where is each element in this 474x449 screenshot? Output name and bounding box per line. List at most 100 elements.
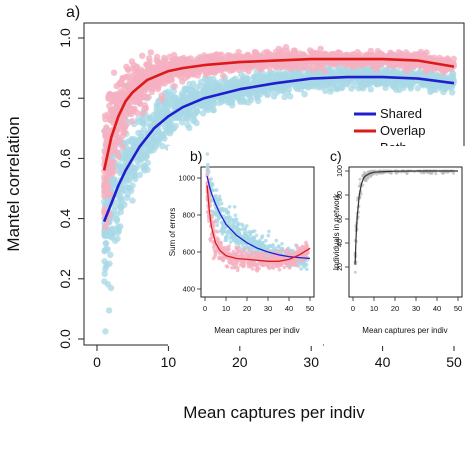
- scatter-point-overlap: [230, 266, 234, 270]
- scatter-point-overlap: [149, 78, 156, 85]
- scatter-point-shared: [154, 114, 162, 121]
- scatter-point-shared: [161, 123, 169, 131]
- scatter-point-overlap: [143, 61, 151, 69]
- scatter-point-shared: [114, 223, 122, 230]
- scatter-point-shared: [111, 207, 118, 214]
- scatter-point-shared: [221, 209, 226, 213]
- scatter-point-shared: [284, 89, 291, 96]
- scatter-point-shared: [338, 84, 345, 91]
- scatter-point-shared: [305, 81, 312, 89]
- scatter-point-shared: [227, 220, 232, 225]
- panel-b-frame: [200, 166, 315, 298]
- scatter-point-overlap: [132, 98, 140, 106]
- scatter-point-shared: [216, 198, 221, 202]
- scatter-point-overlap: [139, 52, 146, 59]
- scatter-point-overlap: [116, 81, 123, 88]
- scatter-point-overlap: [108, 113, 115, 120]
- scatter-point-shared: [234, 225, 239, 230]
- scatter-point-overlap: [235, 253, 239, 258]
- x-tick-label: 50: [446, 354, 462, 370]
- scatter-point-overlap: [272, 48, 280, 55]
- scatter-point-overlap: [177, 69, 185, 76]
- scatter-point-overlap: [406, 64, 413, 71]
- scatter-point-overlap: [110, 69, 118, 76]
- scatter-point-shared: [224, 99, 232, 106]
- scatter-point-overlap: [136, 75, 143, 82]
- scatter-point-shared: [146, 114, 153, 121]
- scatter-point-overlap: [266, 64, 273, 72]
- scatter-point-shared: [254, 94, 261, 102]
- scatter-point-overlap: [124, 66, 132, 73]
- scatter-point-shared: [232, 205, 237, 209]
- scatter-point-shared: [299, 267, 304, 271]
- scatter-point-overlap: [171, 62, 178, 69]
- scatter-point-overlap: [285, 247, 289, 252]
- scatter-point-overlap: [242, 246, 247, 251]
- scatter-point-shared: [276, 244, 281, 248]
- series-line-overlap: [102, 57, 455, 171]
- scatter-point-overlap: [203, 70, 210, 77]
- scatter-point-shared: [449, 70, 457, 78]
- panel-a-label: a): [66, 4, 80, 21]
- scatter-point-shared: [164, 88, 172, 95]
- scatter-point-overlap: [317, 45, 324, 52]
- scatter-point-overlap: [313, 64, 320, 71]
- scatter-point-shared: [243, 227, 247, 232]
- scatter-point-overlap: [122, 122, 130, 129]
- scatter-point-overlap: [236, 265, 240, 270]
- scatter-point-both: [358, 177, 362, 181]
- panel-a-y-axis-label: Mantel correlation: [4, 116, 23, 251]
- scatter-point-shared: [409, 70, 416, 77]
- scatter-point-shared: [391, 84, 398, 91]
- scatter-point-overlap: [103, 175, 111, 182]
- scatter-point-overlap: [128, 110, 135, 118]
- scatter-point-shared: [126, 185, 134, 192]
- scatter-point-shared: [205, 165, 209, 169]
- scatter-point-shared: [449, 89, 456, 96]
- scatter-point-shared: [240, 227, 245, 232]
- scatter-point-overlap: [101, 208, 108, 215]
- scatter-point-shared: [264, 91, 271, 98]
- scatter-point-shared: [170, 87, 177, 95]
- scatter-point-shared: [234, 217, 239, 221]
- scatter-point-overlap: [390, 62, 397, 70]
- scatter-point-shared: [268, 70, 275, 77]
- scatter-point-overlap: [166, 62, 173, 70]
- scatter-point-shared: [231, 235, 236, 240]
- scatter-point-shared: [158, 107, 166, 114]
- scatter-point-shared: [233, 213, 238, 218]
- scatter-point-shared: [136, 171, 143, 179]
- y-tick-label: 0.8: [57, 88, 73, 108]
- scatter-point-shared: [392, 69, 399, 76]
- scatter-point-shared: [243, 234, 247, 239]
- scatter-point-overlap: [214, 251, 218, 255]
- scatter-point-shared: [129, 164, 137, 172]
- scatter-point-shared: [117, 208, 124, 216]
- scatter-point-shared: [101, 270, 108, 277]
- scatter-point-overlap: [207, 53, 215, 60]
- scatter-point-overlap: [139, 68, 146, 75]
- x-tick-label: 30: [303, 354, 319, 370]
- scatter-point-shared: [218, 78, 225, 85]
- scatter-point-overlap: [206, 168, 210, 172]
- scatter-point-overlap: [131, 67, 139, 74]
- panel-b-x-axis-label: Mean captures per indiv: [214, 326, 299, 335]
- scatter-point-shared: [267, 229, 271, 234]
- scatter-point-overlap: [222, 256, 227, 260]
- scatter-point-shared: [211, 210, 216, 215]
- scatter-point-shared: [107, 284, 115, 292]
- scatter-point-overlap: [292, 263, 297, 267]
- scatter-point-shared: [240, 222, 244, 227]
- scatter-point-overlap: [254, 268, 259, 272]
- scatter-point-both: [452, 171, 456, 175]
- scatter-point-shared: [114, 229, 122, 236]
- scatter-point-overlap: [367, 47, 374, 55]
- scatter-point-shared: [137, 156, 145, 163]
- scatter-point-shared: [104, 246, 111, 253]
- scatter-point-overlap: [279, 263, 283, 268]
- scatter-point-overlap: [369, 62, 376, 69]
- y-tick-label: 1.0: [57, 28, 73, 48]
- scatter-point-shared: [228, 240, 233, 244]
- scatter-point-overlap: [119, 74, 126, 82]
